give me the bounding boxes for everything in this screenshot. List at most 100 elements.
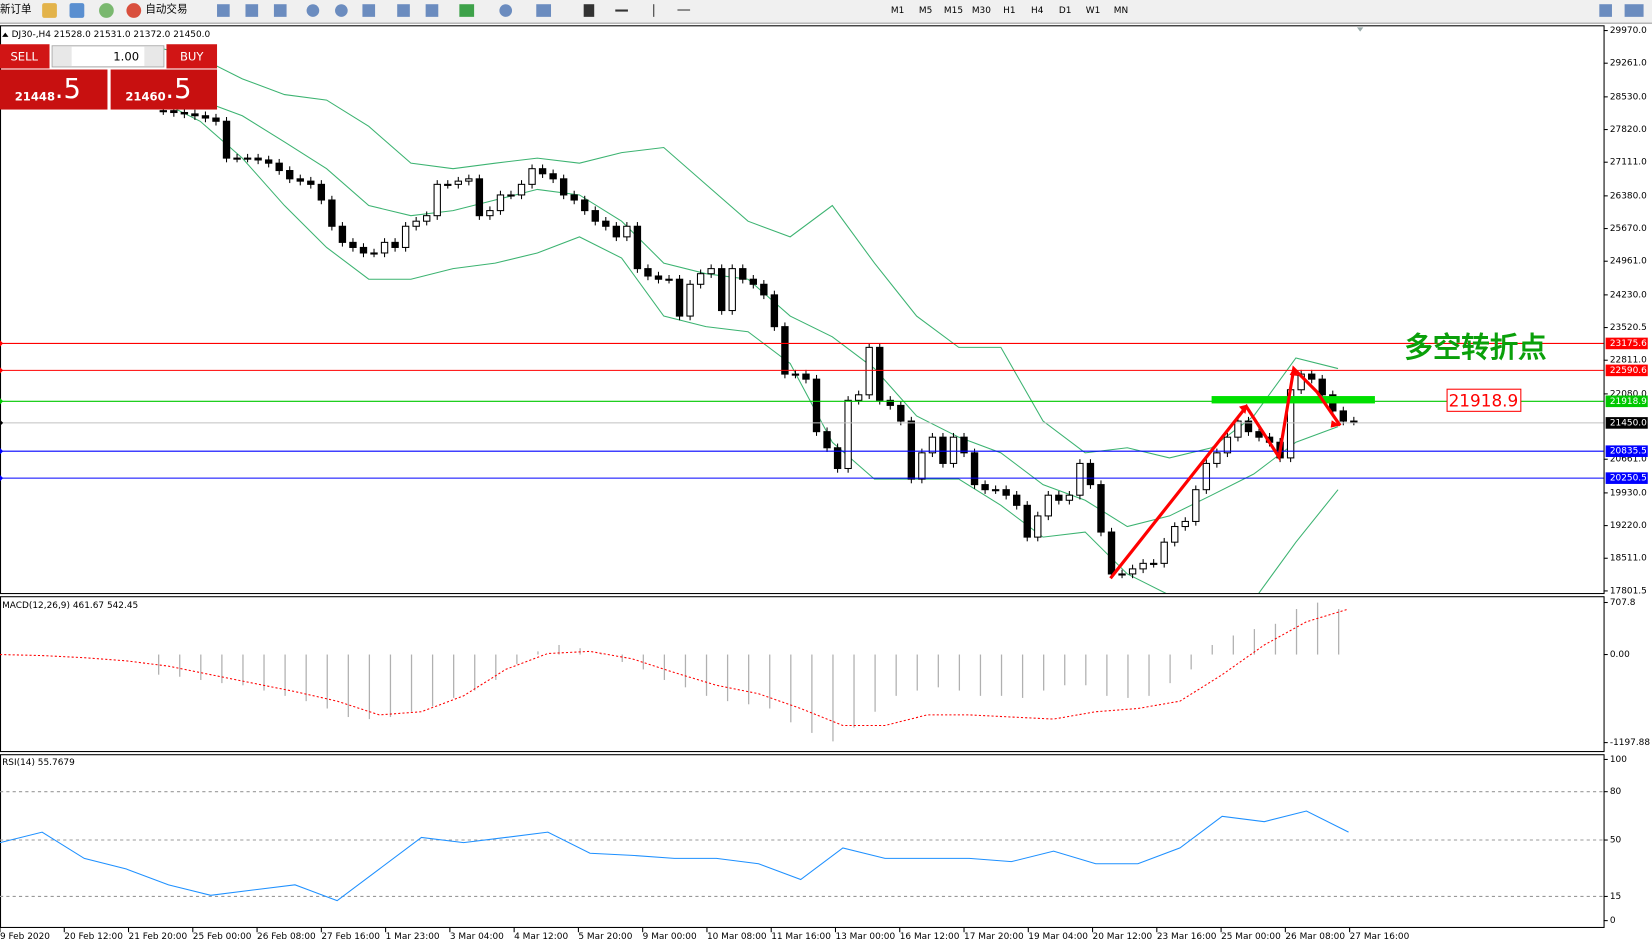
rsi-chart	[0, 791, 1604, 902]
marker-label-box	[1446, 388, 1522, 412]
timeframe-button[interactable]: M5	[919, 6, 932, 16]
macd-histogram-bar	[558, 644, 560, 655]
price-line-label: 23175.6	[1610, 339, 1647, 349]
collapse-icon[interactable]	[2, 32, 9, 37]
macd-histogram-bar	[221, 654, 223, 684]
candle	[939, 436, 947, 464]
candle	[1234, 420, 1242, 438]
candle	[433, 183, 441, 217]
candle	[423, 215, 431, 222]
chat-icon[interactable]	[1624, 4, 1644, 17]
icon[interactable]	[273, 4, 287, 17]
icon[interactable]	[425, 4, 439, 17]
auto-trading-button[interactable]: 自动交易	[145, 2, 187, 15]
icon[interactable]	[99, 3, 114, 18]
timeframe-button[interactable]: D1	[1059, 6, 1072, 16]
icon[interactable]	[69, 3, 85, 18]
sell-label[interactable]: SELL	[10, 49, 38, 63]
lots-input[interactable]	[51, 45, 165, 68]
candle	[559, 178, 568, 196]
icon[interactable]	[245, 4, 259, 17]
price-line-stub	[0, 340, 4, 347]
price-tick-label: 17801.5	[1610, 586, 1647, 596]
candle	[1013, 494, 1021, 506]
icon[interactable]	[653, 4, 655, 17]
price-tick-label: 28530.0	[1610, 92, 1647, 102]
candle	[718, 268, 726, 312]
symbol-info: DJ30-,H4 21528.0 21531.0 21372.0 21450.0	[12, 30, 211, 40]
icon[interactable]	[583, 4, 595, 17]
macd-chart	[0, 602, 1349, 742]
candle	[486, 210, 494, 217]
icon[interactable]	[397, 4, 410, 17]
candle	[170, 110, 178, 114]
candle	[665, 278, 673, 281]
timeframe-button[interactable]: MN	[1114, 6, 1128, 16]
candle	[876, 346, 884, 401]
macd-histogram-bar	[1190, 654, 1192, 670]
auto-trading-icon[interactable]	[126, 3, 142, 18]
candle	[275, 162, 283, 172]
macd-histogram-bar	[158, 654, 160, 675]
candle	[1318, 378, 1326, 396]
macd-histogram-bar	[1232, 635, 1234, 655]
price-line-stub	[0, 398, 4, 405]
buy-label[interactable]: BUY	[180, 49, 204, 63]
search-icon[interactable]	[1599, 4, 1612, 17]
price-tick-label: 19220.0	[1610, 521, 1647, 531]
macd-histogram-bar	[1253, 629, 1256, 655]
ask-box[interactable]	[110, 69, 218, 110]
icon[interactable]	[217, 4, 230, 17]
bid-box[interactable]	[0, 69, 108, 110]
macd-histogram-bar	[474, 654, 476, 691]
icon[interactable]	[459, 4, 475, 17]
macd-histogram-bar	[1169, 654, 1171, 684]
price-chart	[0, 47, 1604, 594]
candle	[686, 283, 694, 317]
rsi-tick-label: 80	[1610, 787, 1622, 797]
icon[interactable]	[615, 9, 628, 12]
timeframe-button[interactable]: H1	[1003, 6, 1015, 16]
candle	[1128, 568, 1137, 575]
candle	[528, 168, 536, 185]
new-order-button[interactable]: 新订单	[0, 2, 32, 15]
icon[interactable]	[536, 4, 552, 17]
timeframe-button[interactable]: M15	[944, 6, 963, 16]
icon[interactable]	[362, 4, 376, 17]
price-tick-label: 29261.0	[1610, 59, 1647, 69]
candle	[781, 326, 789, 375]
lots-value[interactable]: 1.00	[113, 49, 139, 63]
icon[interactable]	[306, 4, 320, 17]
lots-up[interactable]	[144, 46, 164, 67]
macd-histogram-bar	[790, 654, 792, 723]
macd-histogram-bar	[1106, 654, 1108, 696]
candle	[1118, 573, 1126, 576]
price-tick-label: 25670.0	[1610, 224, 1647, 234]
macd-histogram-bar	[368, 654, 371, 720]
bid-fraction: .5	[55, 74, 81, 105]
price-tick-label: 27820.0	[1610, 125, 1647, 135]
icon[interactable]	[677, 9, 691, 11]
icon[interactable]	[499, 4, 513, 17]
macd-histogram-bar	[1085, 654, 1087, 686]
lots-down[interactable]	[52, 46, 72, 67]
timeframe-button[interactable]: M1	[891, 6, 904, 16]
date-label: 20 Feb 12:00	[64, 932, 123, 942]
icon[interactable]	[42, 3, 57, 18]
macd-histogram-bar	[705, 654, 708, 696]
timeframe-button[interactable]: M30	[972, 6, 991, 16]
candle	[581, 199, 589, 212]
date-label: 25 Feb 00:00	[193, 932, 252, 942]
buy-button[interactable]	[166, 44, 218, 69]
icon[interactable]	[335, 4, 348, 17]
macd-pane	[0, 596, 1605, 753]
candle	[1202, 462, 1211, 491]
sell-button[interactable]	[0, 44, 50, 69]
candle	[159, 110, 167, 113]
macd-histogram-bar	[642, 654, 644, 670]
timeframe-button[interactable]: W1	[1086, 6, 1101, 16]
candle	[865, 346, 873, 396]
timeframe-button[interactable]: H4	[1031, 6, 1044, 16]
candle	[760, 283, 768, 296]
